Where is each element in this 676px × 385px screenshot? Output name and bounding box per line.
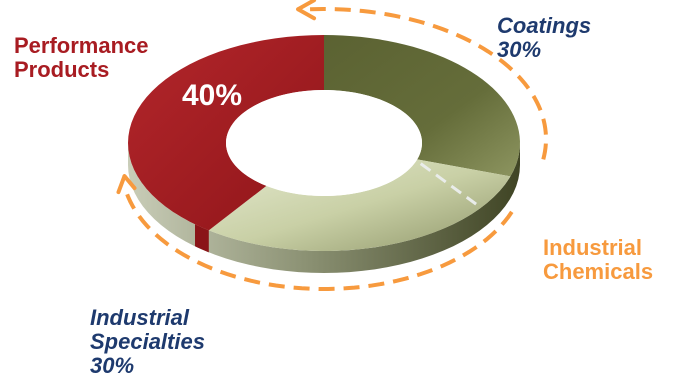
donut-side-layer (128, 143, 520, 273)
label-industrial-specialties-line1: Industrial (90, 305, 190, 330)
label-industrial-specialties-line2: Specialties (90, 329, 205, 354)
donut-top-layer (128, 35, 520, 251)
donut-annotation-layer (116, 0, 548, 291)
label-coatings-name: Coatings (497, 13, 592, 38)
label-industrial-chemicals-line2: Chemicals (543, 259, 654, 284)
label-industrial-specialties: Industrial Specialties 30% (90, 306, 205, 378)
segment-industrial-specialties (208, 159, 511, 251)
divider-dashed-line (419, 162, 477, 206)
arrow-arc-coatings (310, 6, 548, 160)
label-coatings: Coatings 30% (497, 14, 591, 62)
label-performance-value: 40% (182, 79, 243, 112)
label-performance-products: Performance Products (14, 34, 149, 82)
donut-hole (226, 90, 422, 196)
label-industrial-chemicals-line1: Industrial (543, 235, 643, 260)
label-performance-line2: Products (14, 57, 110, 82)
label-performance-line1: Performance (14, 33, 149, 58)
arrow-head-top (296, 0, 317, 21)
arrow-head-left (116, 174, 137, 195)
segment-performance-products (128, 35, 324, 231)
label-coatings-value: 30% (497, 37, 542, 62)
label-industrial-chemicals: Industrial Chemicals (543, 236, 653, 284)
segment-coatings (324, 35, 520, 177)
donut-outer-wall (128, 143, 520, 273)
label-industrial-specialties-value: 30% (90, 353, 135, 378)
arrow-arc-specialties (122, 185, 514, 291)
donut-red-wall (195, 224, 209, 253)
donut-hole-layer (226, 90, 422, 196)
